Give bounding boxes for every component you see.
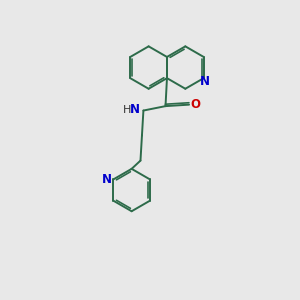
Text: N: N [102,173,112,186]
Text: N: N [200,75,210,88]
Text: H: H [123,105,131,115]
Text: N: N [130,103,140,116]
Text: O: O [190,98,200,111]
